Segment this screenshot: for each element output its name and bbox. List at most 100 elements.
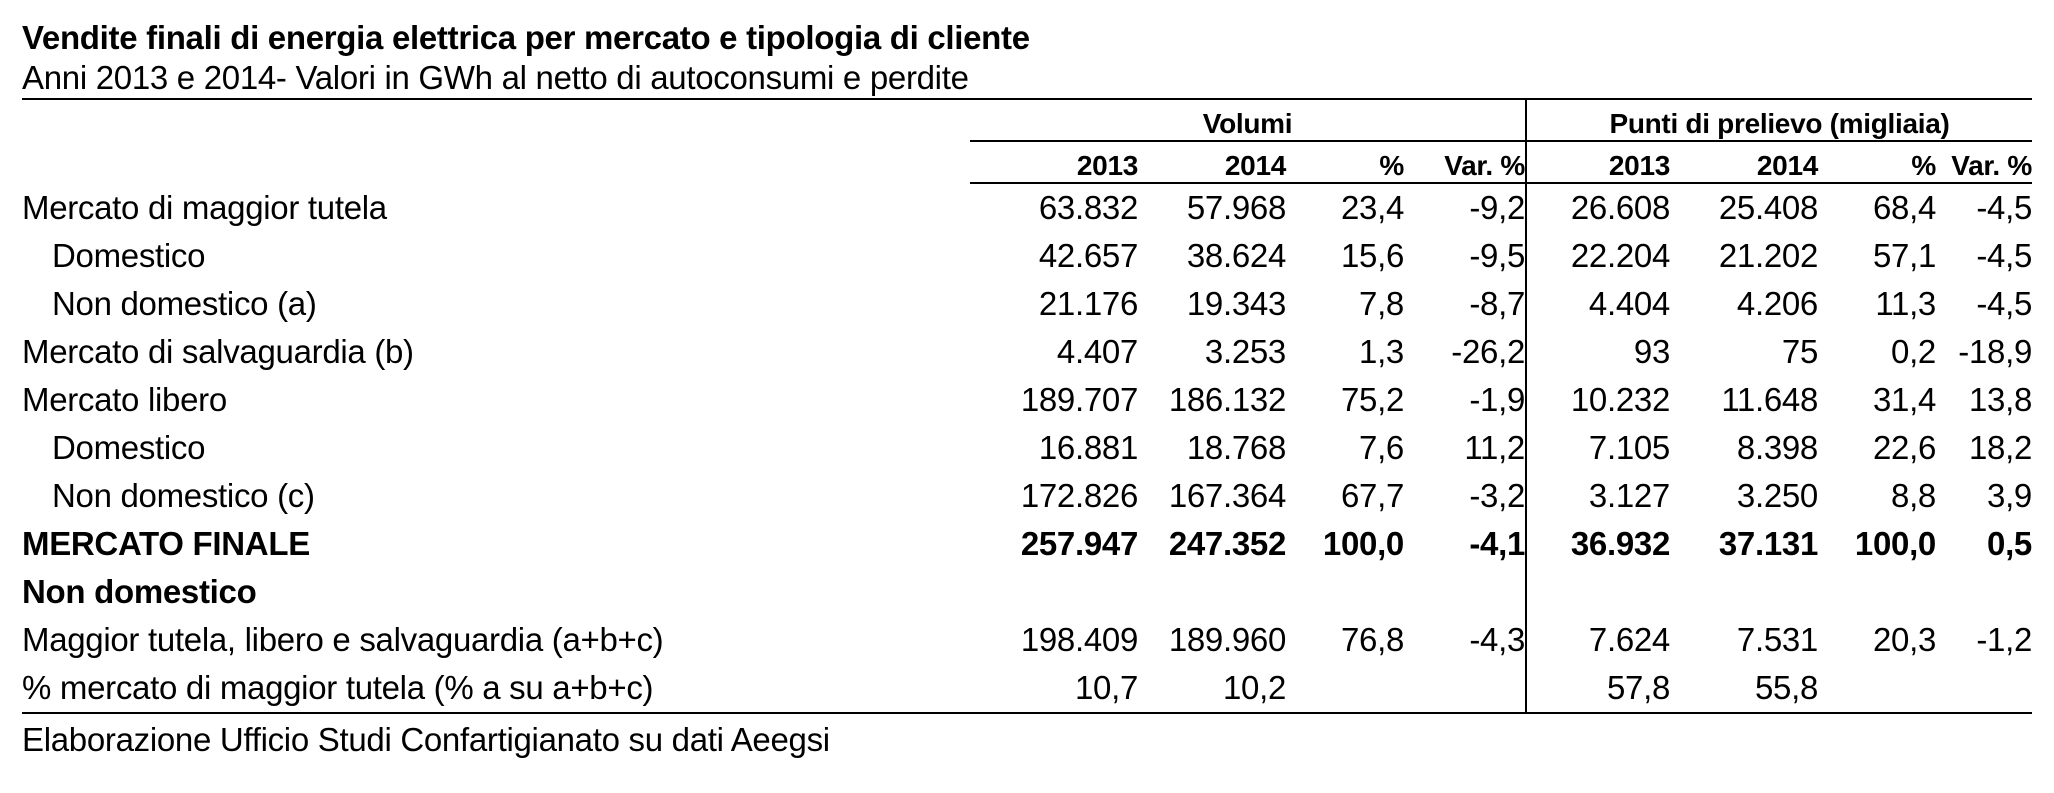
table-cell: 8,8 — [1891, 477, 1936, 514]
table-cell: 186.132 — [1168, 381, 1286, 418]
group-header-punti: Punti di prelievo (migliaia) — [1526, 100, 2032, 142]
table-cell: -4,5 — [1976, 237, 2032, 274]
table-cell: 37.131 — [1718, 525, 1818, 562]
table-cell: -9,5 — [1404, 232, 1527, 280]
table-row: Mercato libero 189.707 186.132 75,2 -1,9 10.2… — [22, 376, 2032, 424]
column-header: Var. % — [1404, 141, 1527, 184]
table-row: Domestico 16.881 18.768 7,6 11,2 7.105 8.398 22… — [22, 424, 2032, 472]
table-cell — [1526, 568, 1670, 616]
table-cell: 20,3 — [1872, 621, 1936, 658]
table-cell: 31,4 — [1872, 381, 1936, 418]
table-cell: -4,5 — [1976, 189, 2032, 226]
table-cell: 189.960 — [1168, 621, 1286, 658]
table-cell: 13,8 — [1968, 381, 2032, 418]
table-cell: 167.364 — [1168, 477, 1286, 514]
table-cell: 38.624 — [1186, 237, 1286, 274]
table-cell: -26,2 — [1404, 328, 1527, 376]
row-label: Domestico — [52, 237, 206, 274]
table-cell: 3.250 — [1736, 477, 1818, 514]
table-cell — [1286, 568, 1404, 616]
table-cell — [1936, 664, 2032, 714]
table-row: Mercato di maggior tutela 63.832 57.968 23,… — [22, 183, 2032, 232]
table-cell: 18.768 — [1186, 429, 1286, 466]
table-cell — [1138, 568, 1286, 616]
table-row: Non domestico (a) 21.176 19.343 7,8 -8,7 4.40… — [22, 280, 2032, 328]
table-cell: 21.176 — [1038, 285, 1138, 322]
table-cell: 75,2 — [1340, 381, 1404, 418]
table-cell: -4,5 — [1976, 285, 2032, 322]
table-cell: 68,4 — [1872, 189, 1936, 226]
table-row: Maggior tutela, libero e salvaguardia (a… — [22, 616, 2032, 664]
table-cell: 172.826 — [1020, 477, 1138, 514]
table-cell: 57,8 — [1526, 664, 1670, 714]
row-label: % mercato di maggior tutela (% a su a+b+… — [22, 664, 970, 714]
table-cell: 4.206 — [1736, 285, 1818, 322]
table-cell — [1286, 664, 1404, 714]
table-cell: 257.947 — [1020, 525, 1138, 562]
row-label: Non domestico — [22, 573, 257, 610]
table-cell: -1,2 — [1976, 621, 2032, 658]
table-cell: 36.932 — [1570, 525, 1670, 562]
table-cell: 22,6 — [1872, 429, 1936, 466]
table-subtitle: Anni 2013 e 2014- Valori in GWh al netto… — [22, 59, 969, 96]
table-cell: 63.832 — [1038, 189, 1138, 226]
table-cell: -3,2 — [1404, 472, 1527, 520]
table-cell: 67,7 — [1340, 477, 1404, 514]
table-cell: 0,5 — [1987, 525, 2032, 562]
row-label: Non domestico (a) — [52, 285, 317, 322]
table-cell: 15,6 — [1340, 237, 1404, 274]
column-header: Var. % — [1936, 141, 2032, 184]
table-row: % mercato di maggior tutela (% a su a+b+… — [22, 664, 2032, 714]
row-label: Mercato libero — [22, 381, 227, 418]
table-cell: 10.232 — [1570, 381, 1670, 418]
table-cell: 55,8 — [1670, 664, 1818, 714]
table-cell: 0,2 — [1891, 333, 1936, 370]
table-row: Domestico 42.657 38.624 15,6 -9,5 22.204 21.20… — [22, 232, 2032, 280]
row-label: Maggior tutela, libero e salvaguardia (a… — [22, 621, 664, 658]
table-cell: 7,6 — [1359, 429, 1404, 466]
table-cell: 247.352 — [1168, 525, 1286, 562]
table-cell: -4,1 — [1404, 520, 1527, 568]
table-cell: 1,3 — [1359, 333, 1404, 370]
row-label: MERCATO FINALE — [22, 525, 310, 562]
source-note: Elaborazione Ufficio Studi Confartigiana… — [22, 721, 830, 758]
table-cell: 198.409 — [1020, 621, 1138, 658]
column-header: 2014 — [1138, 141, 1286, 184]
table-row: Mercato di salvaguardia (b) 4.407 3.253 1,3… — [22, 328, 2032, 376]
column-header: 2014 — [1670, 141, 1818, 184]
table-cell: 100,0 — [1854, 525, 1936, 562]
table-cell: 3,9 — [1987, 477, 2032, 514]
table-cell: 7.624 — [1588, 621, 1670, 658]
table-cell: 8.398 — [1736, 429, 1818, 466]
data-table: Volumi Punti di prelievo (migliaia) 2013… — [22, 98, 2032, 714]
row-label: Non domestico (c) — [52, 477, 315, 514]
table-cell: -18,9 — [1958, 333, 2032, 370]
table-cell: -9,2 — [1404, 183, 1527, 232]
table-cell: 16.881 — [1038, 429, 1138, 466]
table-cell: 57,1 — [1872, 237, 1936, 274]
table-cell: 4.404 — [1588, 285, 1670, 322]
table-cell: 76,8 — [1340, 621, 1404, 658]
table-cell: 11.648 — [1721, 381, 1818, 418]
document: Vendite finali di energia elettrica per … — [22, 18, 2032, 762]
table-cell — [1404, 664, 1527, 714]
table-cell — [1818, 664, 1936, 714]
table-title: Vendite finali di energia elettrica per … — [22, 19, 1030, 56]
column-header: % — [1818, 141, 1936, 184]
column-header: 2013 — [1526, 141, 1670, 184]
table-cell: 21.202 — [1718, 237, 1818, 274]
table-row: Non domestico (c) 172.826 167.364 67,7 -3,2 3… — [22, 472, 2032, 520]
table-cell — [1670, 568, 1818, 616]
group-header-volumi: Volumi — [970, 100, 1527, 142]
table-cell: 10,2 — [1138, 664, 1286, 714]
row-label: Mercato di maggior tutela — [22, 188, 387, 226]
table-cell: 11,3 — [1875, 285, 1936, 322]
table-cell — [1818, 568, 1936, 616]
column-header: 2013 — [970, 141, 1138, 184]
table-cell: -4,3 — [1404, 616, 1527, 664]
table-cell: 4.407 — [1056, 333, 1138, 370]
table-cell: 19.343 — [1186, 285, 1286, 322]
table-cell: 7.105 — [1588, 429, 1670, 466]
table-cell — [970, 568, 1138, 616]
table-cell: 10,7 — [970, 664, 1138, 714]
